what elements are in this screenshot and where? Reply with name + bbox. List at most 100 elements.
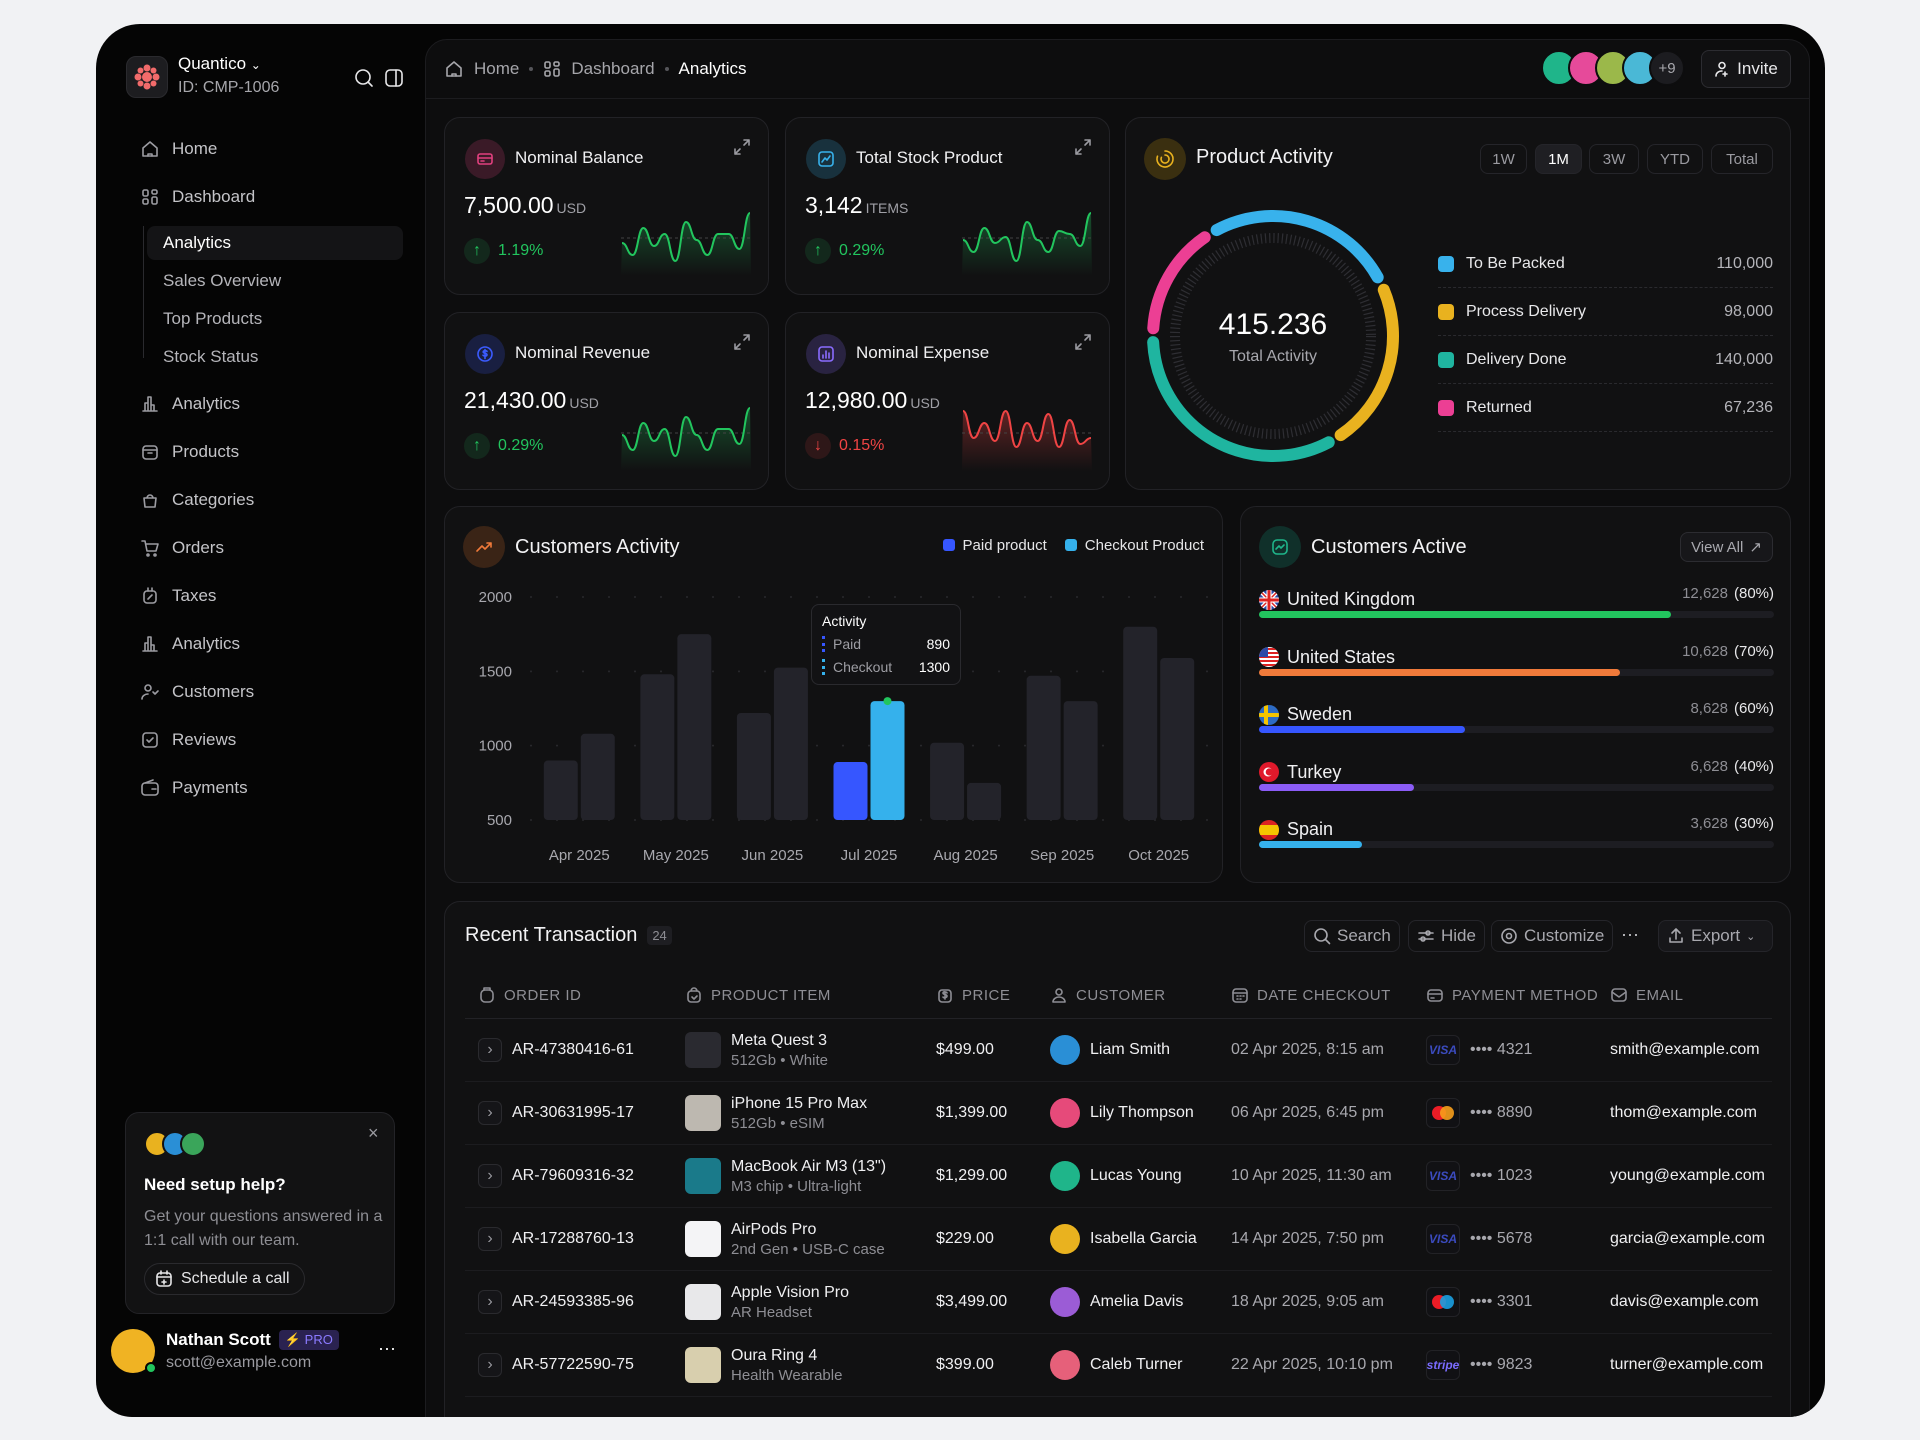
kpi-card-nominal-balance[interactable]: Nominal Balance 7,500.00 USD ↑ 1.19% [444,117,769,295]
view-all-button[interactable]: View All ↗ [1680,532,1773,562]
schedule-call-button[interactable]: Schedule a call [144,1263,305,1295]
table-row[interactable]: › AR-57722590-75 Oura Ring 4 Health Wearabl… [465,1334,1772,1397]
sidebar-item-products[interactable]: Products [128,432,398,472]
sidebar-item-analytics[interactable]: Analytics [128,384,398,424]
bar-paid-product[interactable] [930,742,965,820]
bar-paid-product[interactable] [640,674,675,820]
range-tab-1w[interactable]: 1W [1480,144,1527,174]
sidebar-item-categories[interactable]: Categories [128,480,398,520]
column-header[interactable]: PRICE [936,986,1050,1004]
kpi-card-nominal-revenue[interactable]: Nominal Revenue 21,430.00 USD ↑ 0.29% [444,312,769,490]
sidebar-item-home[interactable]: Home [128,129,398,169]
expand-icon[interactable] [1074,138,1092,161]
sidebar-item-dashboard[interactable]: Dashboard [128,177,398,217]
legend-paid[interactable]: Paid product [942,537,1047,554]
grid-dot [920,596,922,598]
customer-email[interactable]: turner@example.com [1610,1356,1764,1373]
kpi-amount: 3,142 [805,192,863,218]
bar-paid-product[interactable] [543,760,578,820]
customize-button[interactable]: Customize [1491,920,1614,952]
bar-checkout-product[interactable] [1160,657,1195,820]
donut-segment-delivery-done[interactable] [1143,206,1403,466]
kpi-card-nominal-expense[interactable]: Nominal Expense 12,980.00 USD ↓ 0.15% [785,312,1110,490]
search-icon[interactable] [354,68,374,88]
range-tab-1m[interactable]: 1M [1535,144,1582,174]
expand-row-chevron-icon[interactable]: › [478,1101,502,1125]
expand-row-chevron-icon[interactable]: › [478,1164,502,1188]
range-tab-3w[interactable]: 3W [1589,144,1639,174]
bar-paid-product[interactable] [736,712,771,820]
column-header[interactable]: ORDER ID [478,986,685,1004]
subnav-item-stock-status[interactable]: Stock Status [163,347,259,366]
bar-checkout-product[interactable] [773,667,808,820]
customers-active-title: Customers Active [1311,536,1467,558]
customer-email[interactable]: garcia@example.com [1610,1230,1765,1247]
donut-segment-to-be-packed[interactable] [1143,206,1403,466]
sidebar-item-orders[interactable]: Orders [128,528,398,568]
column-header[interactable]: DATE CHECKOUT [1231,986,1426,1004]
bar-checkout-product[interactable] [580,733,615,820]
column-header[interactable]: PAYMENT METHOD [1426,986,1610,1004]
grid-dot [530,670,532,673]
column-header[interactable]: CUSTOMER [1050,986,1231,1004]
bar-checkout-product[interactable] [967,782,1002,820]
sidebar-item-payments[interactable]: Payments [128,768,398,808]
expand-row-chevron-icon[interactable]: › [478,1353,502,1377]
bar-checkout-product[interactable] [677,634,712,820]
invite-button[interactable]: Invite [1701,50,1791,88]
bar-paid-product[interactable] [1123,626,1158,820]
sidebar-item-taxes[interactable]: Taxes [128,576,398,616]
subnav-item-top-products[interactable]: Top Products [163,309,263,328]
org-logo[interactable] [126,56,168,98]
expand-row-chevron-icon[interactable]: › [478,1290,502,1314]
user-avatar[interactable] [111,1329,157,1374]
more-icon[interactable]: ··· [1621,924,1639,944]
column-header[interactable]: EMAIL [1610,986,1772,1004]
table-row[interactable]: › AR-47380416-61 Meta Quest 3 512Gb • White… [465,1019,1772,1082]
expand-icon[interactable] [733,333,751,356]
bar-paid-product[interactable] [1026,675,1061,820]
customer-email[interactable]: smith@example.com [1610,1041,1760,1058]
column-header[interactable]: PRODUCT ITEM [685,986,936,1004]
donut-segment-returned[interactable] [1145,208,1400,463]
breadcrumb-dashboard[interactable]: Dashboard [571,59,655,78]
range-tab-total[interactable]: Total [1711,144,1773,174]
bar-checkout-product[interactable] [870,701,905,820]
search-button[interactable]: Search [1304,920,1400,952]
sidebar-item-reviews[interactable]: Reviews [128,720,398,760]
customer-email[interactable]: thom@example.com [1610,1104,1757,1121]
grid-dot [738,670,740,673]
sidebar-item-analytics[interactable]: Analytics [128,624,398,664]
hide-button[interactable]: Hide [1408,920,1485,952]
table-row[interactable]: › AR-30631995-17 iPhone 15 Pro Max 512Gb • … [465,1082,1772,1145]
table-row[interactable]: › AR-17288760-13 AirPods Pro 2nd Gen • USB-… [465,1208,1772,1271]
table-row[interactable]: › AR-79609316-32 MacBook Air M3 (13") M3 ch… [465,1145,1772,1208]
expand-icon[interactable] [733,138,751,161]
subnav-item-sales-overview[interactable]: Sales Overview [163,271,282,290]
review-icon [142,732,158,748]
breadcrumb-home[interactable]: Home [474,59,520,78]
table-row[interactable]: › AR-24593385-96 Apple Vision Pro AR Headse… [465,1271,1772,1334]
bar-paid-product[interactable] [833,762,868,820]
expand-row-chevron-icon[interactable]: › [478,1227,502,1251]
export-button[interactable]: Export ⌄ [1658,920,1773,952]
donut-segment-process-delivery[interactable] [1143,206,1403,466]
legend-checkout[interactable]: Checkout Product [1064,537,1204,554]
org-switcher[interactable]: Quantico ⌄ [178,54,261,74]
range-tab-ytd[interactable]: YTD [1647,144,1703,174]
team-avatars[interactable]: +9 [1541,50,1685,86]
customer-email[interactable]: young@example.com [1610,1167,1765,1184]
expand-row-chevron-icon[interactable]: › [478,1038,502,1062]
kpi-unit: ITEMS [865,200,909,216]
more-options-icon[interactable]: ··· [378,1338,396,1358]
sidebar-toggle-icon[interactable] [384,68,404,88]
close-icon[interactable]: × [368,1123,379,1143]
subnav-item-analytics[interactable]: Analytics [147,226,403,260]
country-name: United Kingdom [1287,589,1416,609]
maestro-logo-icon [1426,1287,1460,1317]
customer-email[interactable]: davis@example.com [1610,1293,1759,1310]
sidebar-item-customers[interactable]: Customers [128,672,398,712]
expand-icon[interactable] [1074,333,1092,356]
kpi-card-total-stock-product[interactable]: Total Stock Product 3,142 ITEMS ↑ 0.29% [785,117,1110,295]
bar-checkout-product[interactable] [1063,701,1098,820]
